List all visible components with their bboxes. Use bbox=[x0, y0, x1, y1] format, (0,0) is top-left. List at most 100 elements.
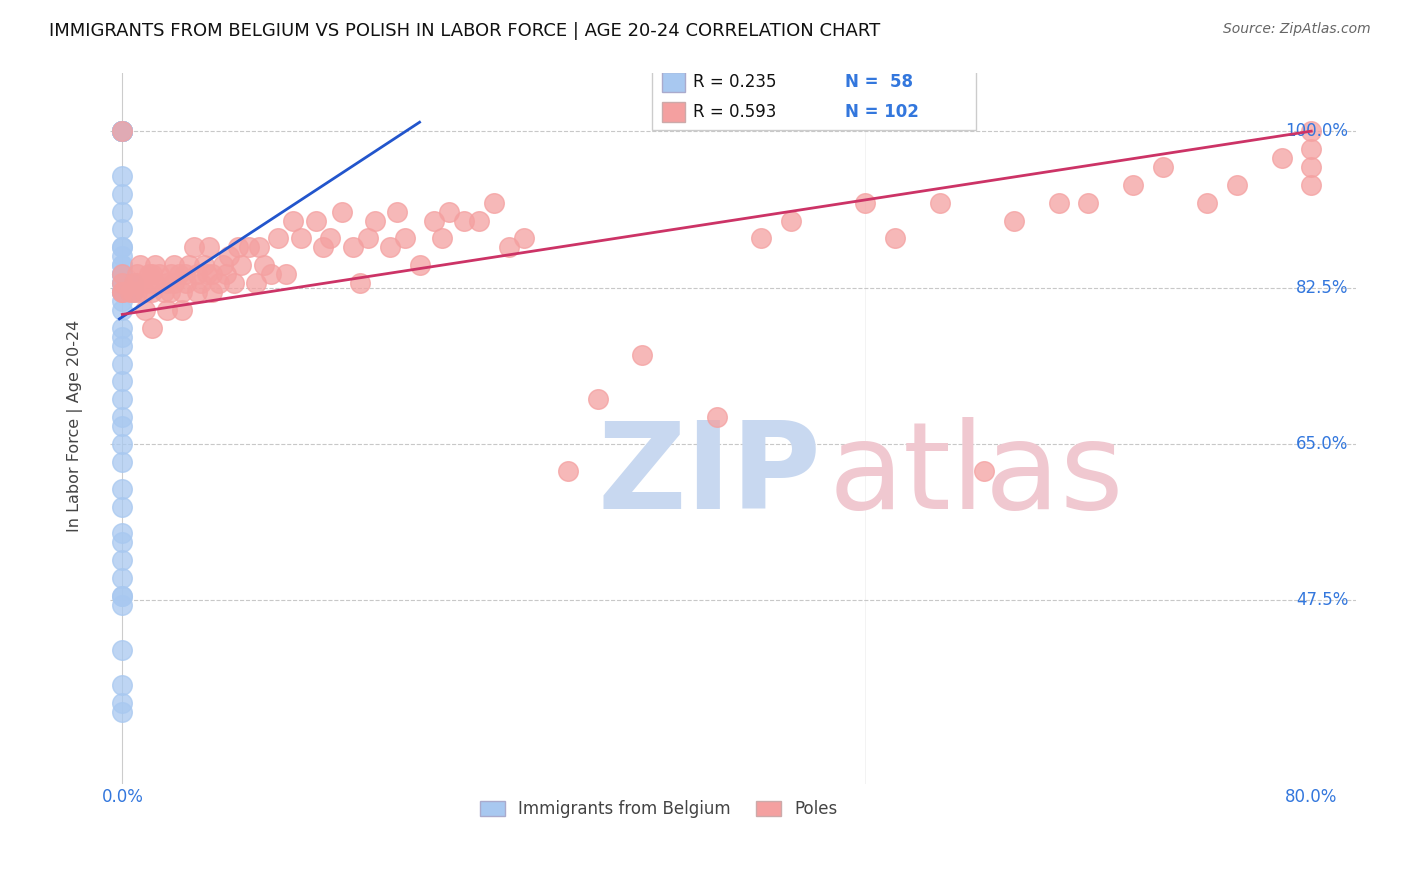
Point bbox=[394, 231, 416, 245]
Point bbox=[453, 213, 475, 227]
Point bbox=[349, 276, 371, 290]
Point bbox=[111, 240, 134, 254]
Point bbox=[122, 276, 145, 290]
Point bbox=[1301, 160, 1323, 174]
Text: R = 0.235: R = 0.235 bbox=[693, 73, 776, 91]
Point bbox=[121, 285, 143, 299]
Point bbox=[364, 213, 387, 227]
Point bbox=[179, 258, 201, 272]
Point bbox=[148, 267, 170, 281]
Text: 0.0%: 0.0% bbox=[101, 789, 143, 806]
Point bbox=[111, 276, 134, 290]
Point bbox=[631, 348, 654, 362]
Point bbox=[156, 302, 179, 317]
Point bbox=[111, 267, 134, 281]
Point bbox=[111, 285, 134, 299]
Point bbox=[319, 231, 342, 245]
Text: 100.0%: 100.0% bbox=[1285, 122, 1348, 140]
Point bbox=[111, 589, 134, 603]
Point bbox=[557, 464, 579, 478]
Point bbox=[111, 124, 134, 138]
Point bbox=[111, 222, 134, 236]
Point bbox=[153, 285, 176, 299]
Point bbox=[197, 240, 219, 254]
Point bbox=[1301, 178, 1323, 192]
Point bbox=[1002, 213, 1025, 227]
Point bbox=[111, 285, 134, 299]
Point bbox=[111, 571, 134, 585]
Point bbox=[111, 258, 134, 272]
Point bbox=[200, 267, 222, 281]
Point bbox=[751, 231, 773, 245]
Point bbox=[408, 258, 430, 272]
Point bbox=[173, 267, 195, 281]
Point bbox=[111, 285, 134, 299]
Point bbox=[855, 195, 877, 210]
Point bbox=[111, 267, 134, 281]
Point bbox=[111, 455, 134, 469]
Point bbox=[1301, 124, 1323, 138]
Point bbox=[111, 204, 134, 219]
Point bbox=[195, 267, 218, 281]
Point bbox=[430, 231, 453, 245]
Point bbox=[127, 285, 149, 299]
Point bbox=[512, 231, 534, 245]
Text: Source: ZipAtlas.com: Source: ZipAtlas.com bbox=[1223, 22, 1371, 37]
Point bbox=[111, 293, 134, 308]
Point bbox=[222, 276, 245, 290]
Point bbox=[159, 285, 181, 299]
Point bbox=[111, 124, 134, 138]
Point bbox=[111, 124, 134, 138]
Point bbox=[141, 321, 163, 335]
Point bbox=[163, 258, 186, 272]
Point bbox=[706, 410, 728, 425]
Point bbox=[118, 285, 141, 299]
Point bbox=[884, 231, 907, 245]
Point bbox=[111, 410, 134, 425]
Point bbox=[111, 482, 134, 496]
Point bbox=[218, 249, 240, 263]
Point bbox=[111, 124, 134, 138]
Point bbox=[1226, 178, 1249, 192]
Text: N =  58: N = 58 bbox=[845, 73, 914, 91]
Point bbox=[111, 285, 134, 299]
Point bbox=[586, 392, 609, 407]
Point bbox=[111, 124, 134, 138]
Point bbox=[134, 302, 156, 317]
Point bbox=[141, 267, 163, 281]
Point bbox=[111, 500, 134, 514]
Point bbox=[111, 276, 134, 290]
Point bbox=[356, 231, 378, 245]
Point bbox=[111, 321, 134, 335]
Text: N = 102: N = 102 bbox=[845, 103, 920, 121]
Text: 65.0%: 65.0% bbox=[1296, 435, 1348, 453]
Point bbox=[127, 276, 149, 290]
Point bbox=[163, 276, 186, 290]
Point bbox=[129, 258, 152, 272]
Point bbox=[200, 285, 222, 299]
Point bbox=[212, 258, 235, 272]
Point bbox=[267, 231, 290, 245]
Point bbox=[111, 696, 134, 710]
Point bbox=[111, 276, 134, 290]
Point bbox=[111, 276, 134, 290]
Point bbox=[160, 267, 183, 281]
Point bbox=[111, 375, 134, 389]
Point bbox=[482, 195, 505, 210]
Point bbox=[111, 678, 134, 692]
Point bbox=[111, 302, 134, 317]
Point bbox=[252, 258, 274, 272]
Point bbox=[215, 267, 238, 281]
Point bbox=[138, 267, 160, 281]
Legend: Immigrants from Belgium, Poles: Immigrants from Belgium, Poles bbox=[472, 794, 844, 825]
Bar bbox=[662, 72, 685, 92]
Point bbox=[111, 285, 134, 299]
Point bbox=[121, 285, 143, 299]
Point bbox=[247, 240, 270, 254]
Point bbox=[111, 357, 134, 371]
Point bbox=[111, 392, 134, 407]
Point bbox=[111, 124, 134, 138]
Text: atlas: atlas bbox=[828, 417, 1123, 533]
Point bbox=[190, 276, 212, 290]
Point bbox=[312, 240, 335, 254]
